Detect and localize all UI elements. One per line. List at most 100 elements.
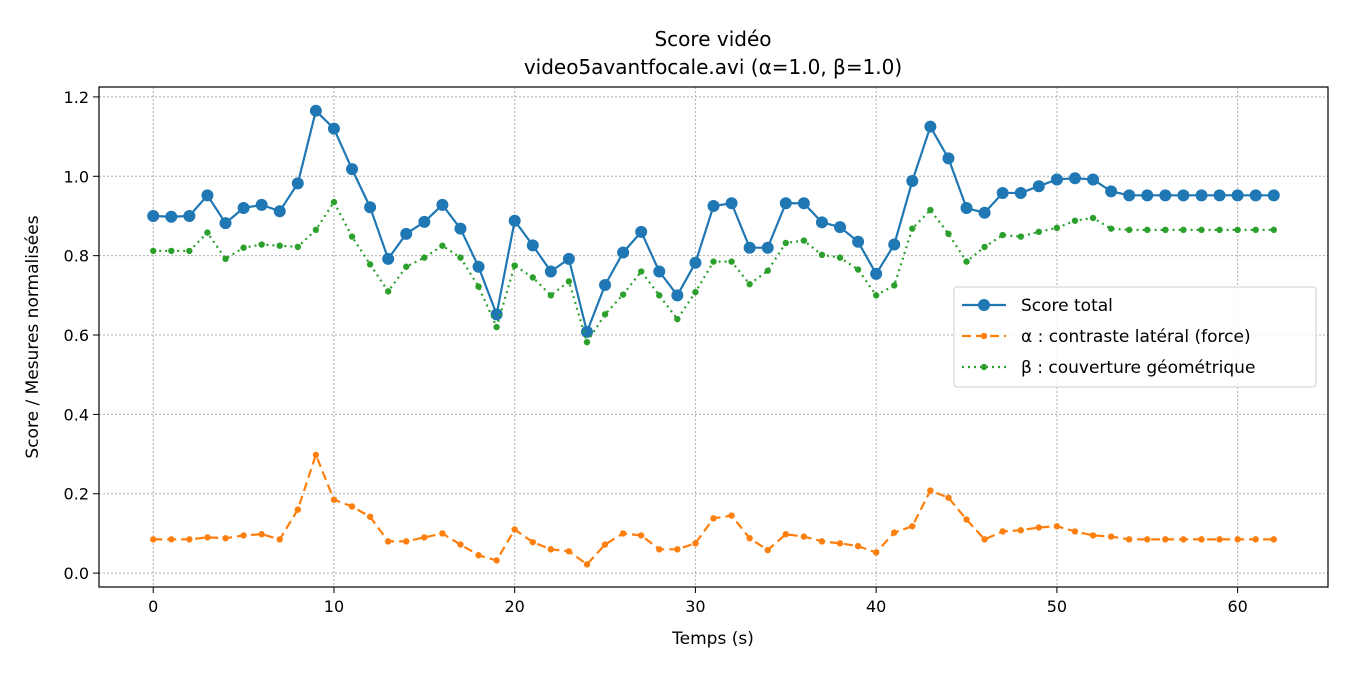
series-3 (150, 198, 1277, 346)
y-tick-label: 1.2 (64, 88, 89, 107)
data-point (960, 202, 973, 215)
data-point (183, 209, 196, 222)
data-point (186, 247, 193, 255)
data-point (927, 206, 934, 214)
data-point (1071, 217, 1079, 224)
data-point (872, 549, 880, 556)
data-point (168, 247, 175, 255)
data-point (1252, 536, 1259, 543)
data-point (583, 338, 591, 346)
data-point (276, 536, 283, 543)
data-point (150, 247, 157, 255)
y-tick-label: 1.0 (64, 167, 89, 186)
data-point (617, 246, 630, 259)
data-point (219, 217, 232, 230)
data-point (619, 291, 627, 298)
y-tick-label: 0.2 (64, 485, 89, 504)
data-point (1107, 225, 1115, 232)
data-point (800, 237, 808, 244)
data-point (565, 548, 573, 555)
axes-frame (98, 86, 1329, 588)
chart-subtitle: video5avantfocale.avi (α=1.0, β=1.0) (524, 55, 902, 79)
data-point (692, 288, 699, 296)
data-point (439, 242, 446, 249)
data-point (201, 189, 214, 202)
data-point (382, 252, 395, 265)
data-point (601, 311, 609, 318)
data-point (346, 163, 359, 176)
y-tick-label: 0.8 (64, 247, 89, 266)
data-point (782, 531, 789, 538)
data-point (689, 256, 702, 269)
data-point (1180, 536, 1187, 543)
data-point (330, 496, 338, 503)
data-point (327, 122, 340, 135)
data-point (1162, 226, 1169, 234)
x-axis-label: Temps (s) (671, 629, 754, 649)
data-point (764, 546, 771, 554)
data-point (529, 274, 536, 281)
data-point (565, 278, 573, 285)
data-point (1198, 226, 1205, 234)
data-point (237, 202, 250, 215)
data-point (168, 536, 175, 543)
series-2 (150, 451, 1277, 568)
data-point (403, 538, 410, 545)
legend-marker (978, 299, 990, 311)
data-point (240, 244, 247, 251)
data-point (309, 104, 322, 117)
data-point (1087, 173, 1100, 186)
data-point (475, 283, 482, 290)
data-point (294, 506, 302, 513)
data-point (619, 530, 627, 537)
data-point (599, 279, 612, 292)
series-layer (147, 104, 1280, 568)
data-point (421, 254, 428, 261)
data-point (674, 546, 681, 553)
data-point (258, 241, 265, 248)
x-tick-label: 30 (685, 597, 705, 616)
data-point (472, 260, 485, 273)
data-point (348, 503, 356, 510)
data-point (1159, 189, 1172, 202)
data-point (710, 515, 717, 522)
data-point (1017, 233, 1024, 240)
data-point (1198, 536, 1205, 543)
data-point (1050, 173, 1063, 186)
data-point (746, 534, 753, 542)
data-point (330, 198, 338, 206)
data-point (529, 538, 536, 546)
data-point (779, 197, 792, 210)
x-tick-label: 40 (866, 597, 886, 616)
data-point (1234, 536, 1241, 543)
data-point (870, 267, 883, 280)
data-point (1249, 189, 1262, 202)
data-point (891, 282, 898, 289)
data-point (1144, 536, 1151, 543)
data-point (294, 243, 302, 251)
data-point (291, 177, 304, 190)
data-point (364, 201, 377, 214)
data-point (1017, 527, 1024, 534)
legend-label: β : couverture géométrique (1021, 358, 1255, 378)
data-point (436, 198, 449, 211)
data-point (273, 205, 286, 218)
data-point (418, 215, 431, 228)
data-point (1216, 226, 1223, 234)
data-point (1035, 228, 1043, 236)
data-point (1107, 533, 1115, 540)
data-point (147, 209, 160, 222)
data-point (945, 494, 952, 501)
data-point (490, 308, 503, 321)
data-point (150, 536, 157, 543)
data-point (1035, 524, 1043, 531)
data-point (1252, 226, 1259, 234)
data-point (1125, 226, 1133, 234)
data-point (526, 239, 539, 252)
data-point (782, 239, 789, 247)
data-point (255, 198, 268, 211)
data-point (547, 546, 555, 553)
data-point (384, 288, 392, 295)
data-point (927, 487, 934, 494)
data-point (511, 262, 518, 269)
